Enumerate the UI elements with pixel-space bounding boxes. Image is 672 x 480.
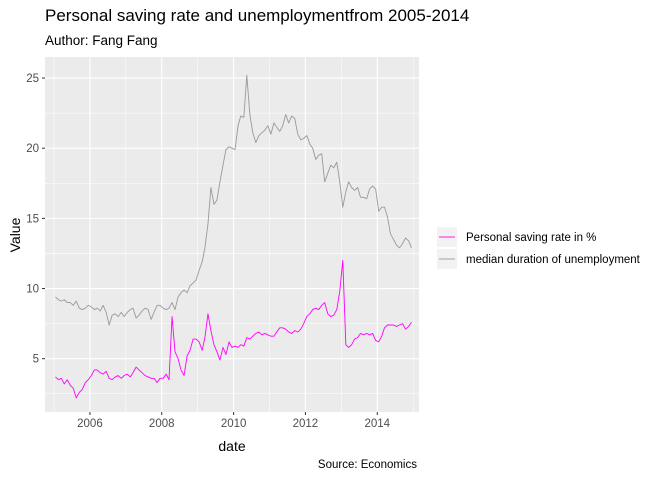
y-axis: 5 10 15 20 25 [26, 73, 45, 366]
plot-panel [45, 57, 419, 412]
series-layer [55, 74, 412, 399]
y-tick-label: 10 [26, 284, 39, 296]
major-gridlines [45, 57, 419, 412]
y-tick-label: 20 [26, 143, 39, 155]
y-axis-title: Value [7, 217, 23, 252]
chart-subtitle: Author: Fang Fang [45, 33, 158, 48]
legend-label-2: median duration of unemployment [466, 254, 641, 266]
x-tick-label: 2006 [77, 418, 103, 430]
x-axis-title: date [218, 438, 245, 454]
minor-gridlines [45, 57, 419, 412]
chart-caption: Source: Economics [317, 459, 417, 471]
x-tick-label: 2014 [365, 418, 391, 430]
legend: Personal saving rate in % median duratio… [437, 227, 641, 269]
x-tick-label: 2008 [149, 418, 175, 430]
x-axis: 2006 2008 2010 2012 2014 [77, 412, 391, 430]
y-tick-label: 15 [26, 213, 39, 225]
legend-label-1: Personal saving rate in % [466, 232, 596, 244]
series-line-1 [55, 260, 412, 399]
x-tick-label: 2012 [293, 418, 319, 430]
y-tick-label: 25 [26, 73, 39, 85]
chart-title: Personal saving rate and unemploymentfro… [45, 6, 470, 25]
x-tick-label: 2010 [221, 418, 247, 430]
series-line-2 [55, 74, 412, 326]
y-tick-label: 5 [33, 354, 39, 366]
